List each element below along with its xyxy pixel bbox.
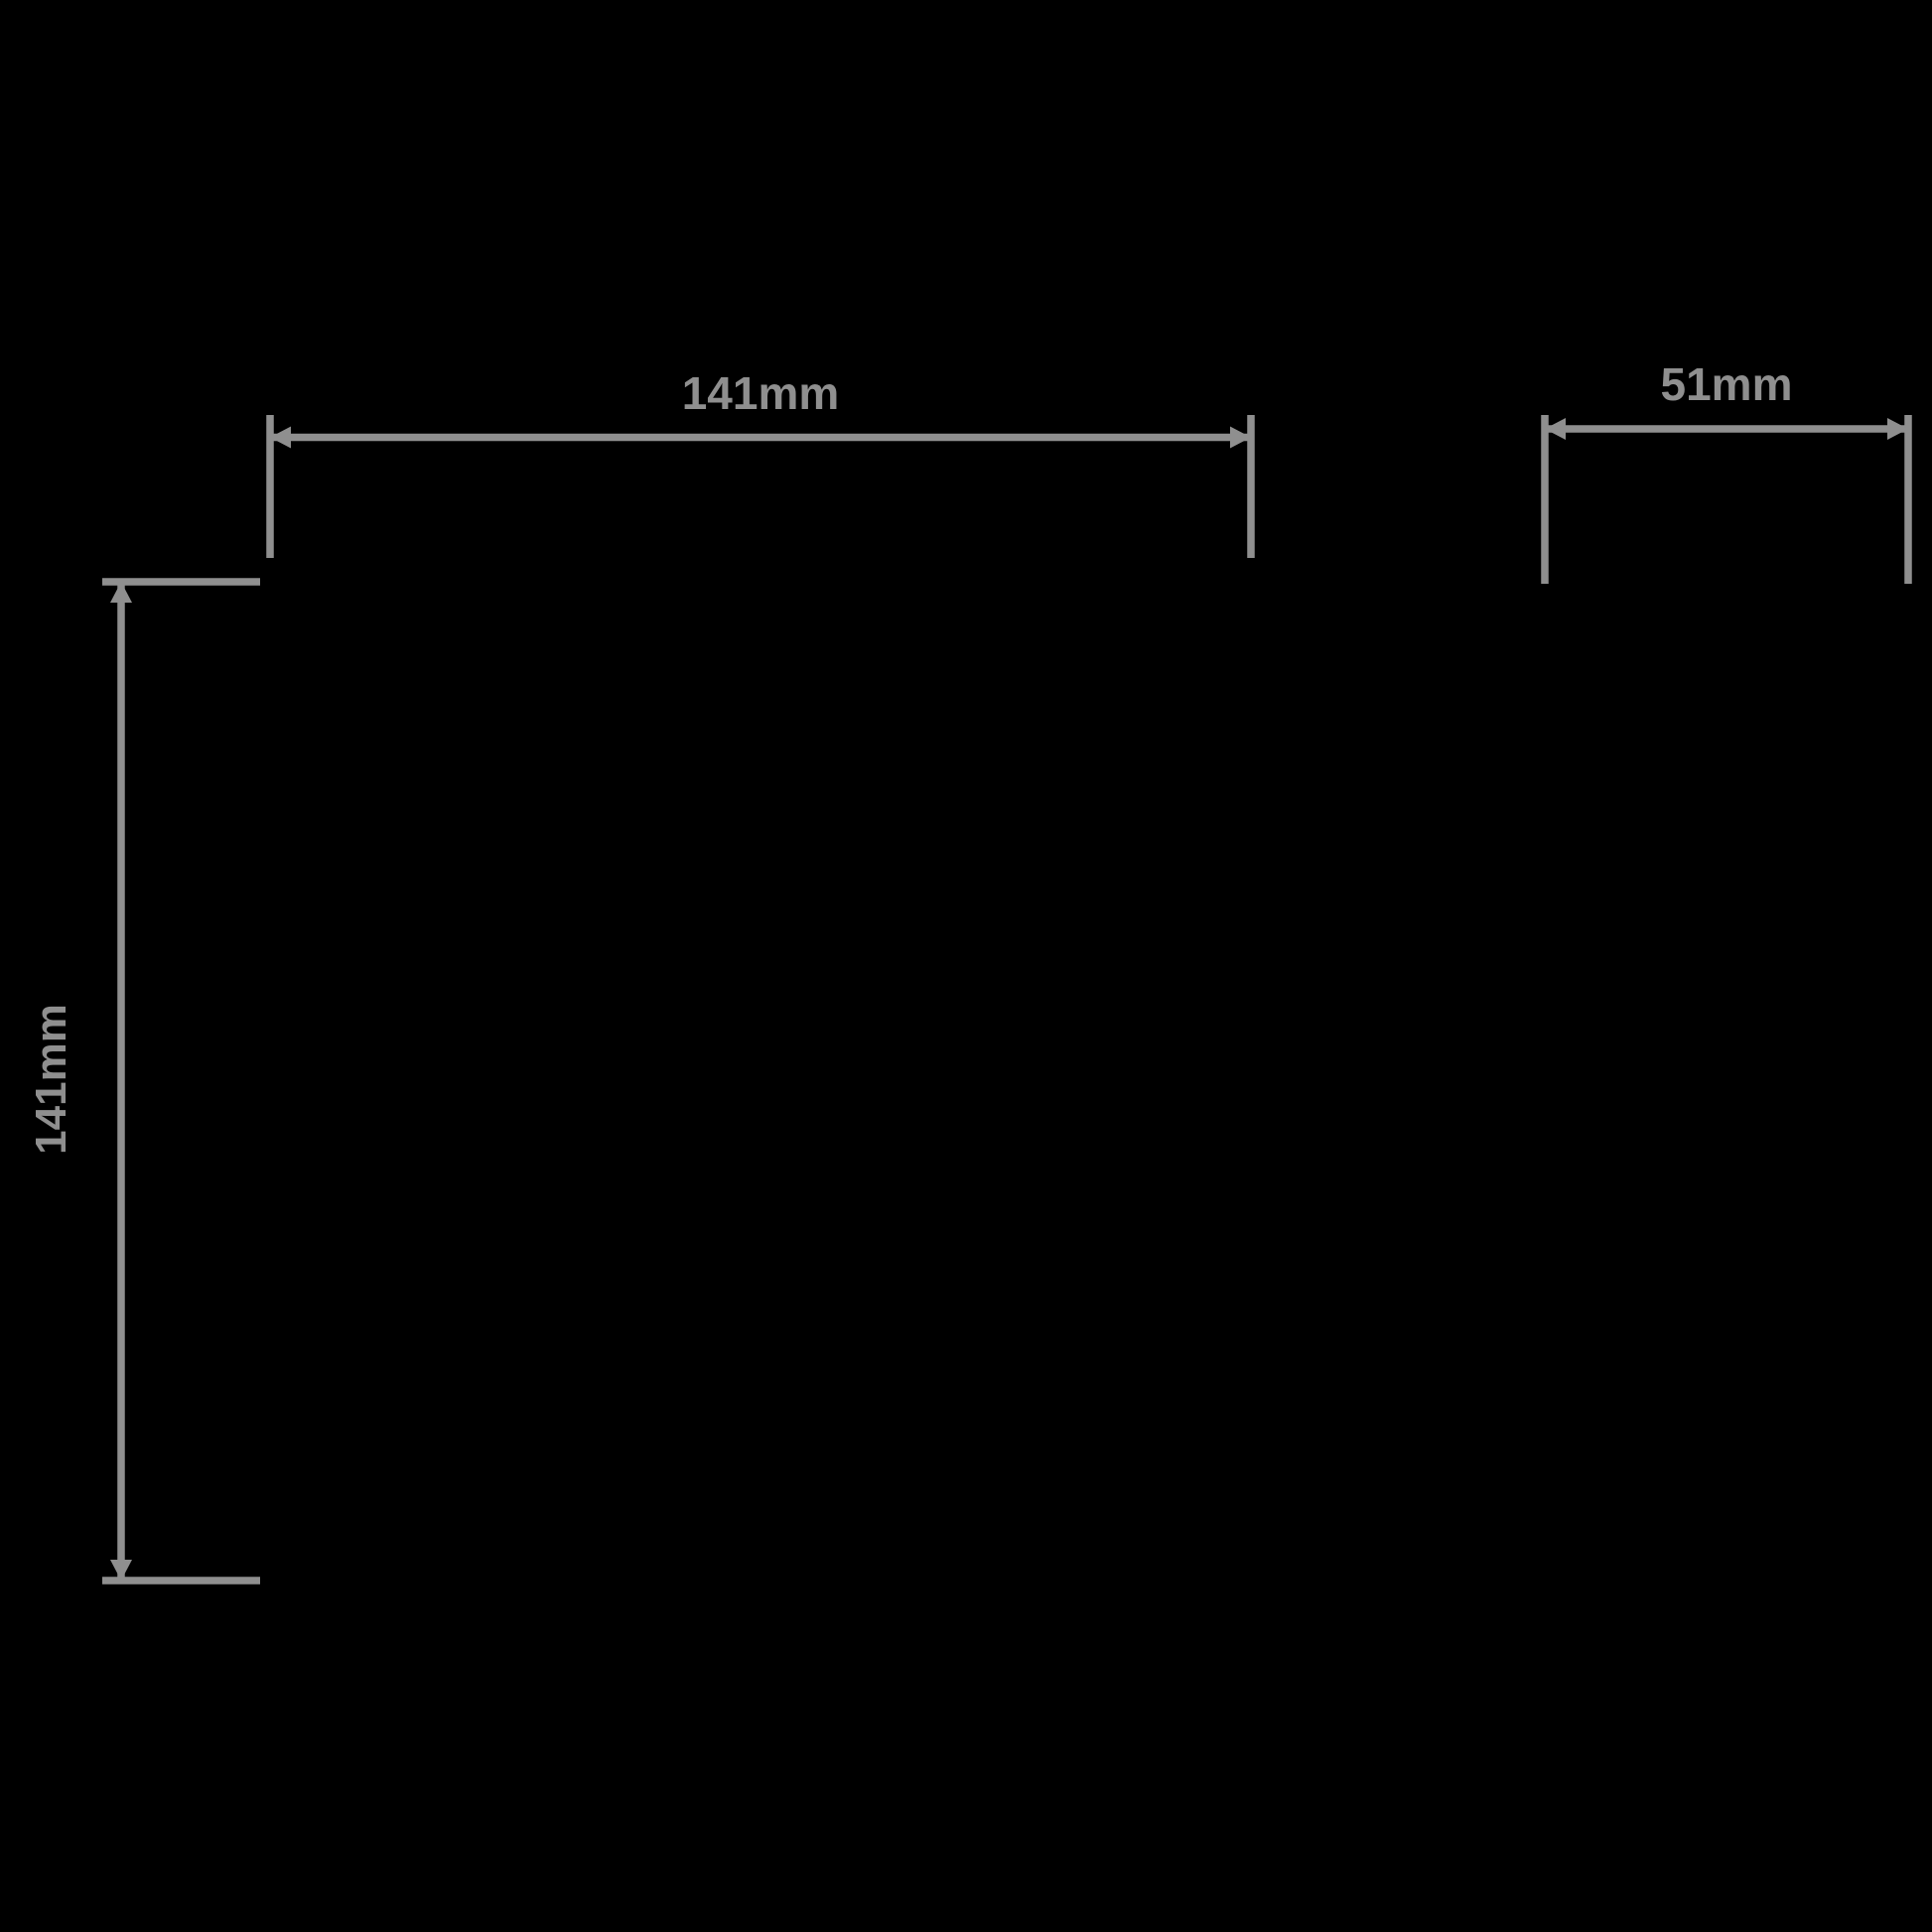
svg-text:141mm: 141mm [682, 367, 840, 419]
svg-text:141mm: 141mm [27, 1004, 75, 1155]
svg-text:51mm: 51mm [1661, 358, 1793, 410]
